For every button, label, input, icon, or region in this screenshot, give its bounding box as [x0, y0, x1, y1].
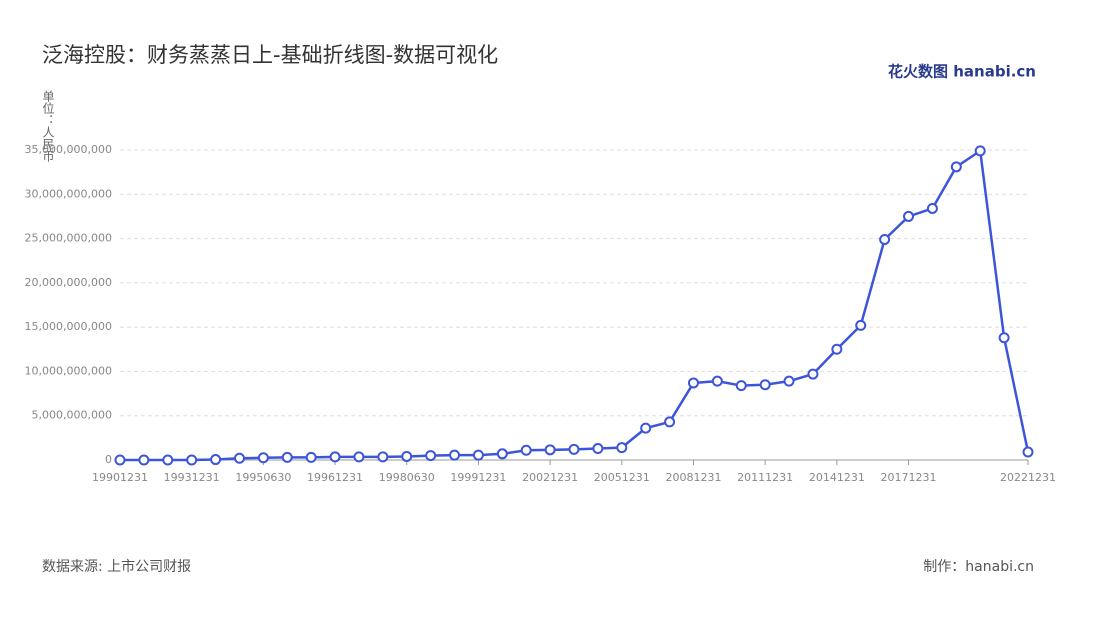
marker — [640, 422, 652, 434]
x-tick-label: 19961231 — [307, 471, 363, 484]
credit: 制作：hanabi.cn — [923, 559, 1034, 575]
marker — [162, 454, 174, 466]
marker — [903, 210, 915, 222]
marker — [807, 368, 819, 380]
y-tick-label: 15,000,000,000 — [25, 320, 112, 333]
marker — [544, 444, 556, 456]
y-tick-label: 20,000,000,000 — [25, 276, 112, 289]
marker — [401, 450, 413, 462]
marker — [879, 233, 891, 245]
marker — [305, 451, 317, 463]
marker — [281, 451, 293, 463]
y-tick-label: 35,000,000,000 — [25, 143, 112, 156]
y-tick-label: 5,000,000,000 — [32, 409, 112, 422]
x-tick-label: 20021231 — [522, 471, 578, 484]
marker — [520, 444, 532, 456]
marker — [974, 145, 986, 157]
logo: 花火数图 hanabi.cn — [888, 63, 1036, 81]
y-tick-label: 0 — [105, 453, 112, 466]
y-tick-label: 30,000,000,000 — [25, 187, 112, 200]
x-tick-label: 19980630 — [379, 471, 435, 484]
marker — [783, 375, 795, 387]
y-tick-label: 10,000,000,000 — [25, 364, 112, 377]
x-tick-label: 19950630 — [235, 471, 291, 484]
marker — [114, 454, 126, 466]
y-axis-label: 单位：人民币 — [41, 90, 55, 162]
marker — [472, 449, 484, 461]
chart-title: 泛海控股：财务蒸蒸日上-基础折线图-数据可视化 — [42, 43, 498, 67]
x-tick-label: 20221231 — [1000, 471, 1056, 484]
marker — [138, 454, 150, 466]
marker — [616, 442, 628, 454]
marker — [257, 452, 269, 464]
x-tick-label: 20111231 — [737, 471, 793, 484]
marker — [353, 451, 365, 463]
source: 数据来源: 上市公司财报 — [42, 558, 191, 575]
marker — [568, 443, 580, 455]
x-tick-label: 20051231 — [594, 471, 650, 484]
marker — [950, 161, 962, 173]
marker — [998, 332, 1010, 344]
marker — [831, 343, 843, 355]
marker — [1022, 446, 1034, 458]
x-tick-label: 19901231 — [92, 471, 148, 484]
marker — [377, 451, 389, 463]
y-tick-label: 25,000,000,000 — [25, 232, 112, 245]
marker — [711, 375, 723, 387]
x-tick-label: 20081231 — [665, 471, 721, 484]
marker — [664, 416, 676, 428]
marker — [735, 380, 747, 392]
x-tick-label: 19991231 — [450, 471, 506, 484]
x-tick-label: 20141231 — [809, 471, 865, 484]
marker — [186, 454, 198, 466]
marker — [759, 379, 771, 391]
marker — [496, 448, 508, 460]
marker — [329, 451, 341, 463]
marker — [425, 450, 437, 462]
marker — [233, 452, 245, 464]
marker — [592, 442, 604, 454]
x-tick-label: 20171231 — [881, 471, 937, 484]
marker — [210, 454, 222, 466]
marker — [449, 449, 461, 461]
x-tick-label: 19931231 — [164, 471, 220, 484]
marker — [855, 319, 867, 331]
marker — [687, 377, 699, 389]
marker — [926, 202, 938, 214]
